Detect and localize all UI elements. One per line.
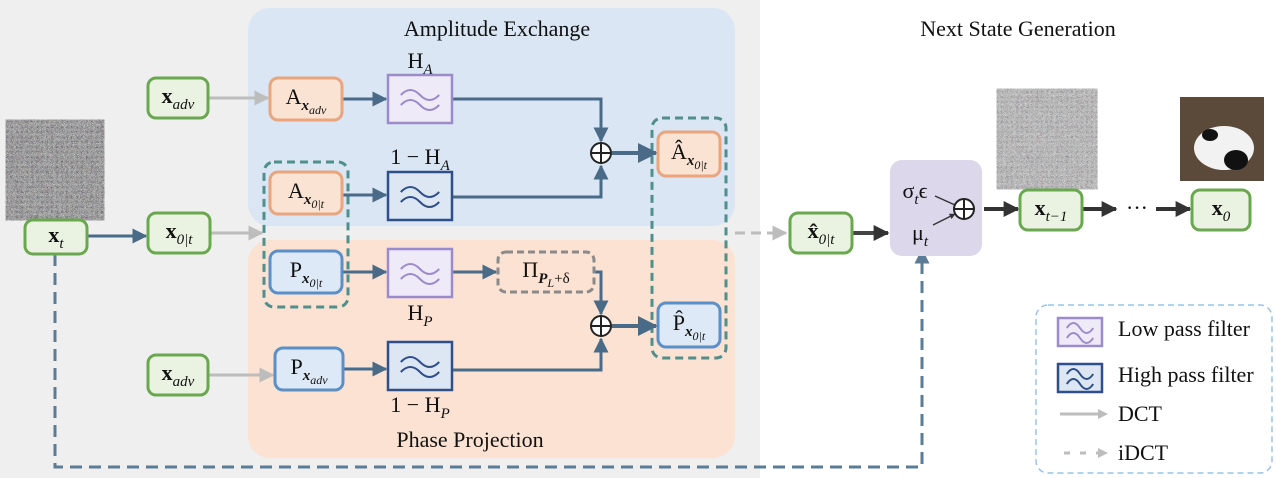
- label-base: x: [162, 360, 173, 385]
- label-sub: P: [422, 314, 432, 330]
- region-title: Phase Projection: [396, 427, 543, 452]
- noisy-image: [14, 128, 96, 212]
- legend-label: Low pass filter: [1118, 316, 1251, 341]
- clean-image: [1180, 97, 1264, 181]
- region-title: Amplitude Exchange: [404, 16, 590, 41]
- label-base: Â: [671, 139, 687, 164]
- label-base: x: [1212, 195, 1223, 220]
- label-subsub: 0|t: [311, 197, 324, 211]
- low-pass-filter: [1058, 318, 1102, 346]
- label-tail: +δ: [554, 271, 570, 287]
- region-title: Next State Generation: [920, 16, 1116, 41]
- label-subsub: 0|t: [694, 158, 707, 172]
- label-base: H: [425, 144, 441, 169]
- label-prefix: 1 −: [390, 144, 424, 169]
- label-base: x: [166, 218, 177, 243]
- ellipsis: ···: [1126, 195, 1148, 220]
- label-subsub: adv: [310, 373, 328, 387]
- label-sub: adv: [173, 374, 195, 390]
- label-sub: P: [440, 406, 450, 422]
- label-base: H: [425, 392, 441, 417]
- label-sub: A: [422, 62, 433, 78]
- label-tail: ϵ: [919, 178, 928, 203]
- label-base: A: [286, 84, 302, 109]
- label-base: P: [290, 257, 302, 282]
- label-sub: 0: [1223, 209, 1231, 225]
- label-sub: A: [440, 158, 451, 174]
- label-subsub: 0|t: [693, 329, 706, 343]
- label-base: P: [290, 354, 302, 379]
- label-sub: 0|t: [819, 232, 836, 248]
- label-base: H: [407, 300, 423, 325]
- label-base: μ: [912, 220, 924, 245]
- label-base: H: [407, 48, 423, 73]
- diagram: Amplitude Exchange Phase Projection Next…: [0, 0, 1276, 478]
- label-base: x: [48, 222, 59, 247]
- label-subsub: adv: [309, 103, 327, 117]
- legend-label: DCT: [1118, 401, 1163, 426]
- low-pass-filter: [388, 249, 452, 297]
- low-pass-filter: [388, 75, 452, 123]
- partly-denoised-image: [1005, 97, 1089, 181]
- legend-label: iDCT: [1118, 440, 1169, 465]
- label-base: x: [1035, 195, 1046, 220]
- label-prefix: 1 −: [390, 392, 424, 417]
- high-pass-filter: [388, 172, 452, 220]
- label-base: x: [162, 83, 173, 108]
- high-pass-filter: [388, 342, 452, 390]
- label-sub: adv: [173, 97, 195, 113]
- label-subsub: 0|t: [310, 276, 323, 290]
- legend-label: High pass filter: [1118, 362, 1254, 387]
- high-pass-filter: [1058, 364, 1102, 392]
- label-sub: 0|t: [177, 232, 194, 248]
- label-base: σ: [903, 178, 915, 203]
- label-base: Π: [522, 257, 538, 282]
- label-base: A: [288, 178, 304, 203]
- label-base: P̂: [673, 310, 685, 335]
- label-base: x̂: [808, 218, 819, 243]
- label-sub: t−1: [1046, 209, 1068, 225]
